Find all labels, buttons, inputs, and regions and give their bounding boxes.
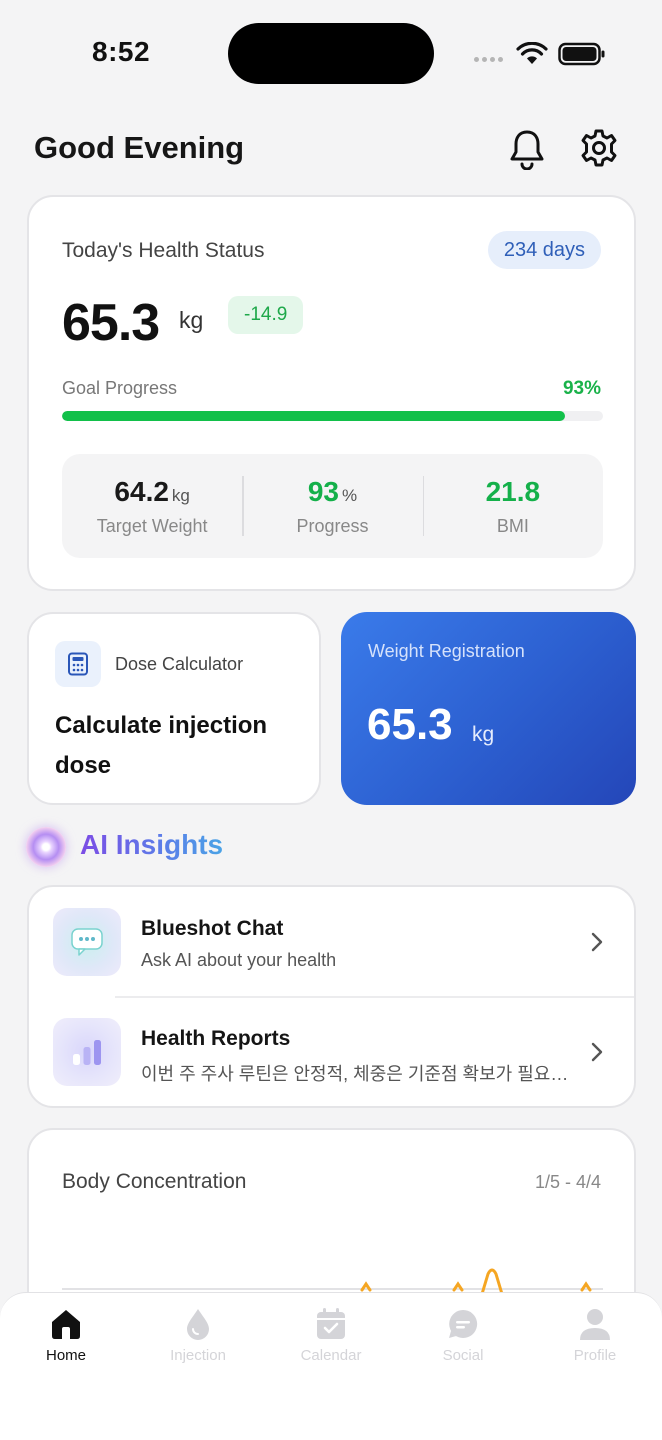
bell-icon[interactable] [508,128,546,170]
chevron-right-icon [591,1042,603,1062]
divider [115,996,634,998]
ai-insights-card: Blueshot Chat Ask AI about your health H… [27,885,636,1108]
dose-calculator-title: Dose Calculator [115,654,244,674]
weight-change-badge: -14.9 [228,296,304,334]
current-weight-value: 65.3 [62,294,160,352]
chevron-right-icon [591,932,603,952]
tab-calendar[interactable]: Calendar [276,1307,386,1364]
stat-label: BMI [496,515,529,536]
dynamic-island [228,23,434,84]
stat-unit: % [342,485,358,505]
ai-item-title: Health Reports [141,1027,291,1050]
stat-unit: kg [171,485,190,505]
stats-box: 64.2 kg Target Weight 93 % Progress 21.8… [62,454,603,558]
stat-target-weight: 64.2 kg Target Weight [62,454,242,558]
tab-label: Profile [573,1347,617,1364]
dose-calculator-card[interactable]: Dose Calculator Calculate injection dose [27,612,321,805]
stat-value: 21.8 [485,475,541,507]
tab-label: Social [442,1347,484,1364]
tab-profile[interactable]: Profile [540,1307,650,1364]
ai-item-title: Blueshot Chat [141,917,284,940]
current-weight-unit: kg [179,307,204,333]
home-icon [52,1310,80,1339]
calendar-icon [317,1308,345,1339]
days-badge: 234 days [487,231,601,269]
person-icon [580,1309,610,1340]
tab-injection[interactable]: Injection [143,1307,253,1364]
tab-home[interactable]: Home [11,1307,121,1364]
tab-label: Injection [170,1347,226,1364]
message-icon [449,1309,478,1338]
cellular-signal-icon [474,57,503,62]
goal-progress-percent: 93% [562,378,601,399]
tab-bar: Home Injection Calendar Social Profi [0,1292,662,1440]
health-status-title: Today's Health Status [62,239,265,262]
ai-item-blueshot-chat[interactable]: Blueshot Chat Ask AI about your health [29,887,634,996]
ai-insights-title: AI Insights [80,829,224,860]
gear-icon[interactable] [580,128,618,168]
weight-registration-unit: kg [472,723,495,746]
bar-chart-icon [53,1018,121,1086]
goal-progress-label: Goal Progress [62,378,178,398]
stat-label: Target Weight [96,515,208,536]
status-time: 8:52 [92,36,151,67]
stat-value: 93 [307,475,339,507]
weight-registration-title: Weight Registration [368,641,525,661]
body-concentration-range: 1/5 - 4/4 [534,1172,601,1192]
ai-item-subtitle: Ask AI about your health [141,950,337,970]
ai-item-subtitle: 이번 주 주사 루틴은 안정적, 체중은 기준점 확보가 필요해요 [141,1064,571,1084]
ai-item-health-reports[interactable]: Health Reports 이번 주 주사 루틴은 안정적, 체중은 기준점 … [29,997,634,1106]
stat-progress: 93 % Progress [242,454,422,558]
drop-icon [187,1309,209,1340]
goal-progress-bar [62,411,603,421]
concentration-chart [360,1268,592,1296]
chart-baseline [62,1288,603,1290]
dose-calculator-text: Calculate injection dose [55,712,268,779]
status-bar: 8:52 [0,0,662,108]
calculator-icon [55,641,101,687]
stat-label: Progress [296,515,369,536]
stat-value: 64.2 [114,475,169,507]
body-concentration-title: Body Concentration [62,1170,247,1193]
ai-sparkle-icon [26,827,66,867]
wifi-icon [516,42,548,64]
health-status-card[interactable]: Today's Health Status 234 days 65.3 kg -… [27,195,636,591]
tab-social[interactable]: Social [408,1307,518,1364]
weight-registration-value: 65.3 [367,700,453,749]
stat-bmi: 21.8 BMI [422,454,603,558]
battery-icon [558,42,605,66]
tab-label: Calendar [300,1347,362,1364]
tab-label: Home [45,1347,86,1364]
greeting-title: Good Evening [34,130,245,165]
goal-progress-fill [62,411,566,421]
weight-registration-card[interactable]: Weight Registration 65.3 kg [341,612,636,805]
chat-bubble-icon [53,908,121,976]
